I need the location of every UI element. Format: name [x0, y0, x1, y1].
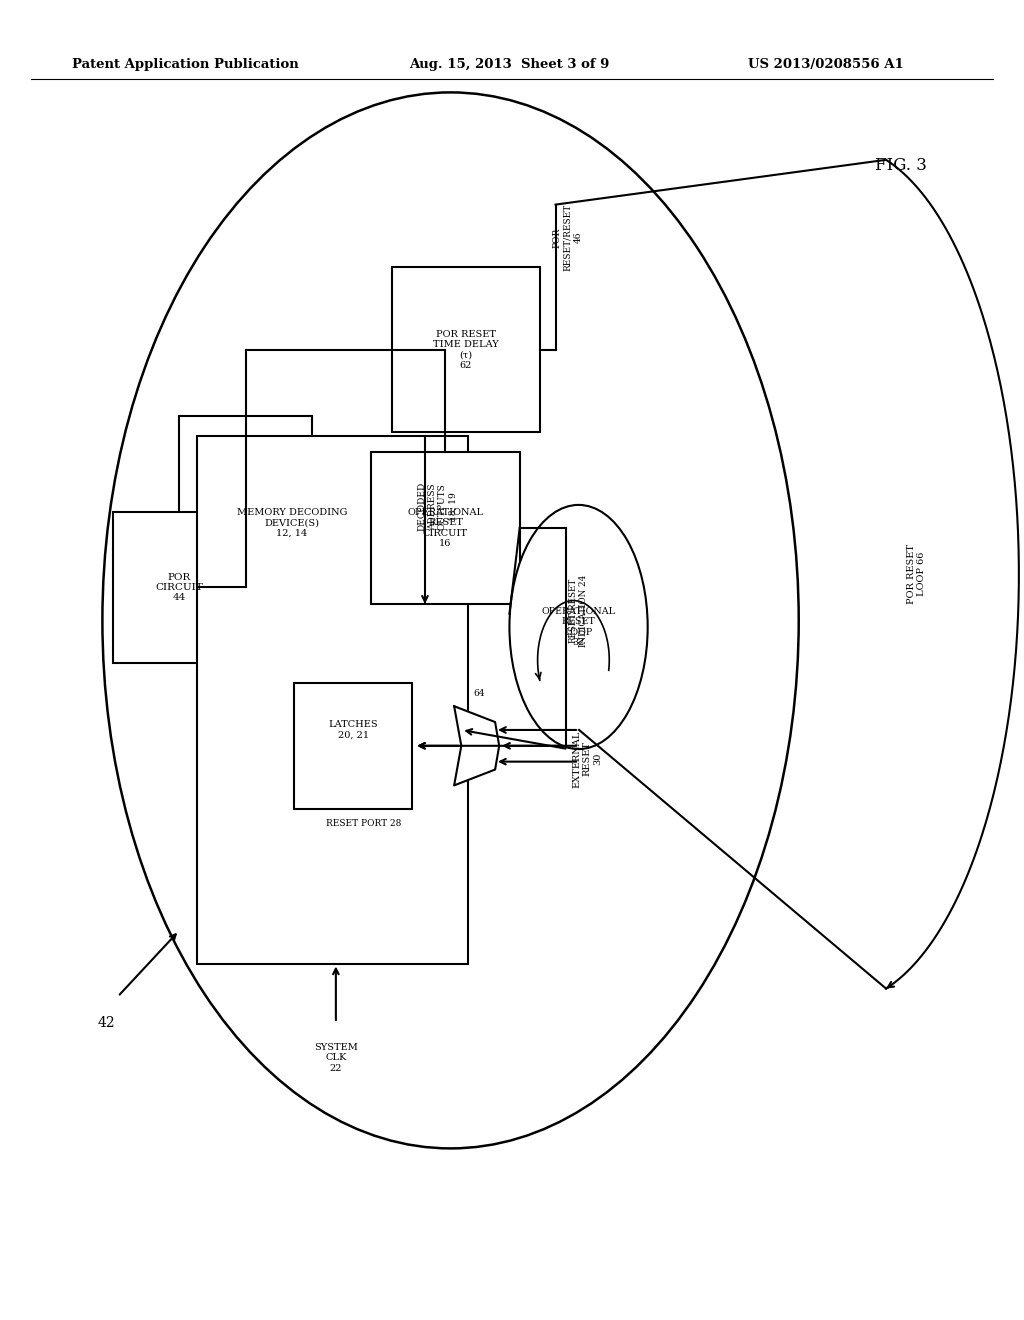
- Text: Patent Application Publication: Patent Application Publication: [72, 58, 298, 71]
- Text: Aug. 15, 2013  Sheet 3 of 9: Aug. 15, 2013 Sheet 3 of 9: [410, 58, 610, 71]
- Text: POR
RESET/RESET
46: POR RESET/RESET 46: [553, 205, 583, 271]
- Bar: [197, 436, 469, 964]
- Text: MEMORY DECODING
DEVICE(S)
12, 14: MEMORY DECODING DEVICE(S) 12, 14: [237, 508, 347, 539]
- Text: RESET PORT 28: RESET PORT 28: [326, 818, 401, 828]
- Bar: [113, 511, 246, 663]
- Bar: [371, 451, 519, 605]
- Ellipse shape: [102, 92, 799, 1148]
- Text: FIG. 3: FIG. 3: [876, 157, 927, 173]
- Text: 42: 42: [97, 1016, 115, 1030]
- Text: POR
CIRCUIT
44: POR CIRCUIT 44: [156, 573, 203, 602]
- Ellipse shape: [509, 504, 647, 750]
- Text: SYSTEM
CLK
22: SYSTEM CLK 22: [314, 1043, 357, 1073]
- Text: EXTERNAL
RESET
30: EXTERNAL RESET 30: [572, 730, 602, 788]
- Bar: [391, 268, 541, 433]
- Text: RESET/RESET
INDICATION 24: RESET/RESET INDICATION 24: [568, 574, 588, 647]
- Polygon shape: [454, 706, 500, 785]
- Text: 64: 64: [473, 689, 484, 697]
- Text: OPERATIONAL
RESET
LOOP
32: OPERATIONAL RESET LOOP 32: [542, 607, 615, 647]
- Text: OPERATIONAL
RESET
CIRCUIT
16: OPERATIONAL RESET CIRCUIT 16: [408, 508, 483, 548]
- Text: DECODED
ADDRESS
OUTPUTS
18, 19: DECODED ADDRESS OUTPUTS 18, 19: [417, 482, 458, 531]
- Bar: [295, 682, 412, 808]
- Text: POR RESET
TIME DELAY
(τ)
62: POR RESET TIME DELAY (τ) 62: [433, 330, 499, 370]
- Text: US 2013/0208556 A1: US 2013/0208556 A1: [748, 58, 903, 71]
- Text: POR RESET
LOOP 66: POR RESET LOOP 66: [907, 544, 926, 605]
- Text: LATCHES
20, 21: LATCHES 20, 21: [329, 721, 378, 739]
